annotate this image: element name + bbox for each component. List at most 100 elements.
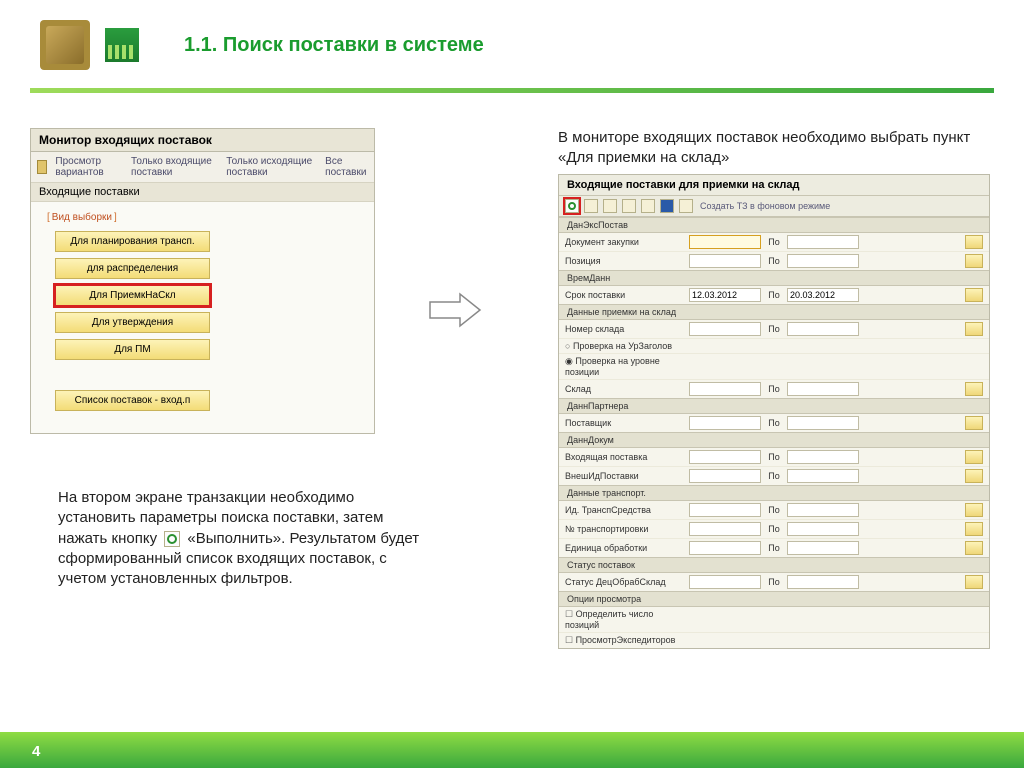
flow-arrow	[425, 290, 485, 330]
toolbar-text[interactable]: Создать ТЗ в фоновом режиме	[700, 201, 830, 211]
field-input-to[interactable]	[787, 254, 859, 268]
field-input-to[interactable]	[787, 288, 859, 302]
field-label: ВнешИдПоставки	[565, 471, 685, 481]
toolbar-icon[interactable]	[603, 199, 617, 213]
field-label: Номер склада	[565, 324, 685, 334]
monitor-subtab[interactable]: Входящие поставки	[31, 183, 374, 202]
multiple-selection-icon[interactable]	[965, 416, 983, 430]
btn-approval[interactable]: Для утверждения	[55, 312, 210, 333]
toolbar-icon[interactable]	[641, 199, 655, 213]
field-input-from[interactable]	[689, 522, 761, 536]
selection-toolbar: Создать ТЗ в фоновом режиме	[559, 196, 989, 217]
field-input-from[interactable]	[689, 288, 761, 302]
field-input-to[interactable]	[787, 416, 859, 430]
field-label: Ид. ТранспСредства	[565, 505, 685, 515]
selection-row: Проверка на УрЗаголов	[559, 338, 989, 353]
field-label: Позиция	[565, 256, 685, 266]
field-input-to[interactable]	[787, 322, 859, 336]
checkbox-option[interactable]: Определить число позиций	[565, 609, 685, 630]
multiple-selection-icon[interactable]	[965, 541, 983, 555]
selection-section: ДанЭксПостав Документ закупки ПоПозиция По	[559, 217, 989, 270]
btn-plan-transport[interactable]: Для планирования трансп.	[55, 231, 210, 252]
toolbar-icon[interactable]	[622, 199, 636, 213]
selection-row: Проверка на уровне позиции	[559, 353, 989, 379]
toolbar-icon[interactable]	[679, 199, 693, 213]
multiple-selection-icon[interactable]	[965, 322, 983, 336]
selection-section: ДаннДокумВходящая поставкаПоВнешИдПостав…	[559, 432, 989, 485]
multiple-selection-icon[interactable]	[965, 503, 983, 517]
field-input-from[interactable]	[689, 235, 761, 249]
selection-row: ВнешИдПоставкиПо	[559, 466, 989, 485]
multiple-selection-icon[interactable]	[965, 575, 983, 589]
field-label: Склад	[565, 384, 685, 394]
field-input-from[interactable]	[689, 575, 761, 589]
selection-section: Статус поставокСтатус ДецОбрабСкладПо	[559, 557, 989, 591]
section-header: ДанЭксПостав	[559, 218, 989, 233]
to-label: По	[765, 324, 783, 334]
radio-option[interactable]: Проверка на уровне позиции	[565, 356, 685, 377]
to-label: По	[765, 290, 783, 300]
section-header: Данные транспорт.	[559, 486, 989, 501]
btn-pm[interactable]: Для ПМ	[55, 339, 210, 360]
menu-item[interactable]: Только входящие поставки	[131, 156, 218, 178]
to-label: По	[765, 543, 783, 553]
field-label: Документ закупки	[565, 237, 685, 247]
field-input-to[interactable]	[787, 235, 859, 249]
field-input-from[interactable]	[689, 254, 761, 268]
slide-footer	[0, 732, 1024, 768]
multiple-selection-icon[interactable]	[965, 450, 983, 464]
multiple-selection-icon[interactable]	[965, 382, 983, 396]
field-label: Единица обработки	[565, 543, 685, 553]
selection-row: Ид. ТранспСредстваПо	[559, 501, 989, 519]
toolbar-icon[interactable]	[584, 199, 598, 213]
field-input-to[interactable]	[787, 575, 859, 589]
field-input-from[interactable]	[689, 382, 761, 396]
execute-icon[interactable]	[565, 199, 579, 213]
page-number: 4	[32, 743, 40, 760]
to-label: По	[765, 418, 783, 428]
field-input-from[interactable]	[689, 322, 761, 336]
monitor-window-title: Монитор входящих поставок	[31, 129, 374, 152]
btn-distribution[interactable]: для распределения	[55, 258, 210, 279]
selection-row: Поставщик По	[559, 414, 989, 432]
field-input-to[interactable]	[787, 469, 859, 483]
menu-item[interactable]: Все поставки	[325, 156, 368, 178]
multiple-selection-icon[interactable]	[965, 288, 983, 302]
field-input-from[interactable]	[689, 416, 761, 430]
multiple-selection-icon[interactable]	[965, 522, 983, 536]
info-icon[interactable]	[660, 199, 674, 213]
radio-option[interactable]: Проверка на УрЗаголов	[565, 341, 685, 351]
multiple-selection-icon[interactable]	[965, 254, 983, 268]
btn-delivery-list[interactable]: Список поставок - вход.п	[55, 390, 210, 411]
field-input-to[interactable]	[787, 541, 859, 555]
selection-row: ПросмотрЭкспедиторов	[559, 632, 989, 648]
to-label: По	[765, 524, 783, 534]
execute-inline-icon	[164, 531, 180, 547]
multiple-selection-icon[interactable]	[965, 469, 983, 483]
selection-section: ДаннПартнераПоставщикПо	[559, 398, 989, 432]
menu-item[interactable]: Просмотр вариантов	[55, 156, 123, 178]
selection-row: Определить число позиций	[559, 607, 989, 632]
field-input-to[interactable]	[787, 382, 859, 396]
multiple-selection-icon[interactable]	[965, 235, 983, 249]
field-input-from[interactable]	[689, 503, 761, 517]
selection-section: Данные транспорт.Ид. ТранспСредстваПо№ т…	[559, 485, 989, 557]
selection-section: ВремДаннСрок поставкиПо	[559, 270, 989, 304]
menu-item[interactable]: Только исходящие поставки	[226, 156, 317, 178]
variants-icon[interactable]	[37, 160, 47, 174]
field-label: Поставщик	[565, 418, 685, 428]
selection-row: Позиция По	[559, 251, 989, 270]
field-input-from[interactable]	[689, 469, 761, 483]
field-input-to[interactable]	[787, 503, 859, 517]
field-input-from[interactable]	[689, 450, 761, 464]
selection-section: Данные приемки на складНомер складаПоПро…	[559, 304, 989, 398]
section-header: ВремДанн	[559, 271, 989, 286]
btn-goods-receipt[interactable]: Для ПриемкНаСкл	[55, 285, 210, 306]
field-input-to[interactable]	[787, 450, 859, 464]
field-input-from[interactable]	[689, 541, 761, 555]
monitor-menu: Просмотр вариантов Только входящие поста…	[31, 152, 374, 183]
to-label: По	[765, 256, 783, 266]
checkbox-option[interactable]: ПросмотрЭкспедиторов	[565, 635, 685, 646]
selection-type-label: Вид выборки	[47, 212, 360, 223]
field-input-to[interactable]	[787, 522, 859, 536]
